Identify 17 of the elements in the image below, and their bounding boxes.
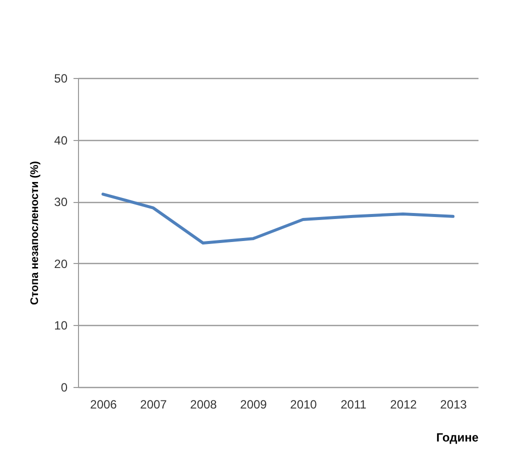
- y-tick-label: 10: [54, 318, 68, 333]
- y-tick-label: 20: [54, 256, 68, 271]
- x-axis-title: Године: [436, 430, 479, 444]
- y-tick-label: 50: [54, 72, 68, 86]
- x-tick-label: 2009: [240, 398, 268, 412]
- y-tick-label: 40: [54, 133, 68, 148]
- y-axis-title: Стопа незапослености (%): [29, 160, 42, 305]
- x-tick-label: 2007: [140, 398, 168, 412]
- y-tick-label: 0: [60, 380, 68, 394]
- x-tick-label: 2011: [340, 398, 367, 412]
- x-tick-label: 2012: [390, 398, 418, 412]
- x-tick-label: 2013: [440, 398, 468, 412]
- x-tick-label: 2006: [90, 398, 118, 412]
- x-tick-label: 2008: [190, 398, 218, 412]
- x-tick-label: 2010: [290, 398, 318, 412]
- line-series: [102, 192, 454, 245]
- y-tick-label: 30: [54, 195, 68, 210]
